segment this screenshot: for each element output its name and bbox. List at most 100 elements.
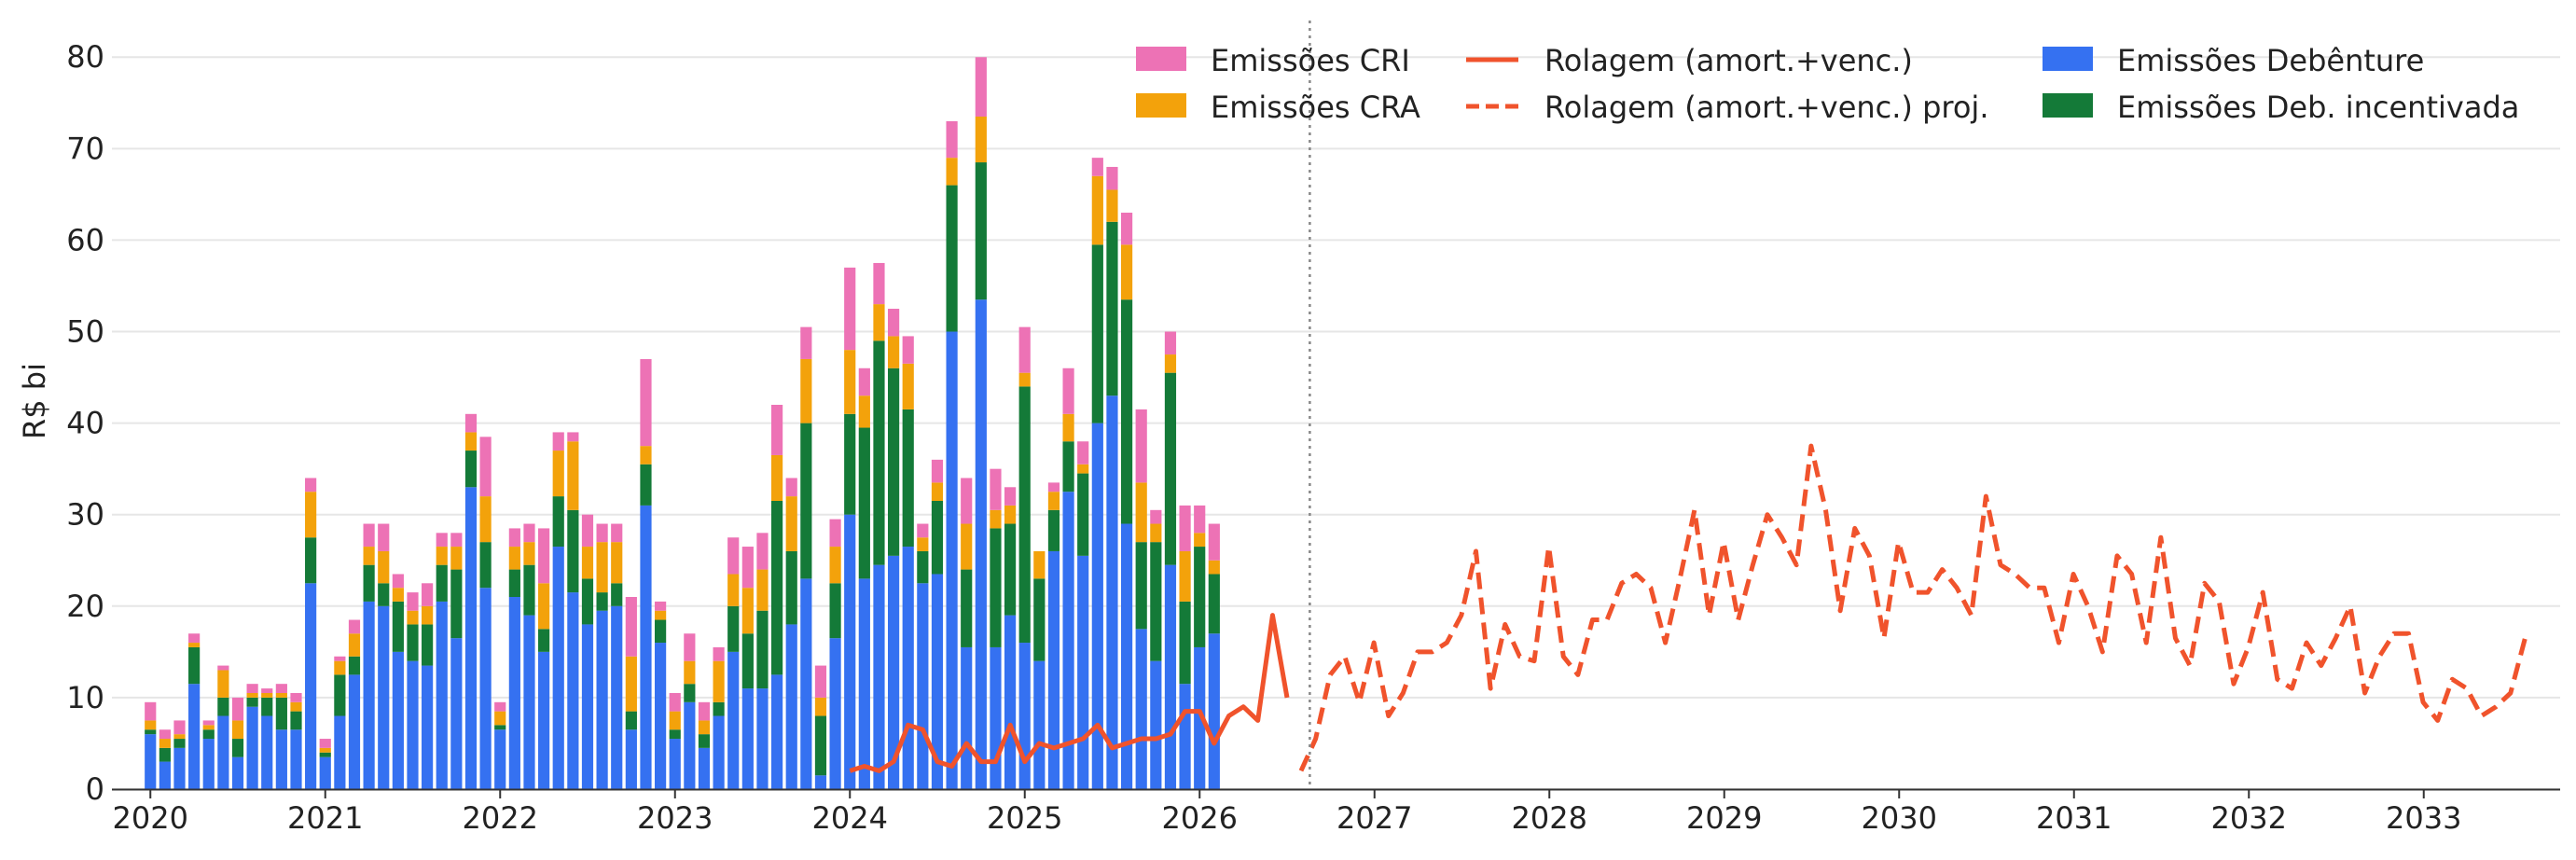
bar-cri bbox=[246, 684, 258, 693]
y-tick-label: 0 bbox=[86, 771, 104, 807]
bar-debenture bbox=[523, 615, 535, 789]
bar-cra bbox=[479, 496, 492, 543]
bar-cri bbox=[800, 326, 812, 359]
stacked-bars bbox=[145, 57, 1220, 789]
bar-debenture bbox=[713, 715, 725, 789]
bar-debenture bbox=[1018, 643, 1031, 789]
bar-cri bbox=[217, 665, 229, 671]
bar-deb-incentivada bbox=[567, 509, 579, 593]
bar-cra bbox=[552, 451, 564, 497]
bar-deb-incentivada bbox=[814, 715, 827, 776]
bar-cri bbox=[392, 574, 404, 589]
bar-debenture bbox=[319, 756, 331, 789]
bar-debenture bbox=[159, 761, 171, 789]
bar-cra bbox=[1120, 244, 1133, 300]
bar-cra bbox=[727, 574, 740, 606]
x-tick-label: 2027 bbox=[1336, 800, 1412, 836]
bar-cra bbox=[464, 432, 478, 451]
bar-cra bbox=[581, 547, 594, 579]
bar-deb-incentivada bbox=[436, 564, 448, 602]
legend: Emissões CRI Emissões CRA Rolagem (amort… bbox=[1136, 43, 2519, 125]
bar-cri bbox=[990, 468, 1002, 510]
bar-debenture bbox=[1120, 523, 1133, 789]
bar-debenture bbox=[931, 574, 944, 789]
bar-cra bbox=[902, 363, 914, 409]
bar-deb-incentivada bbox=[552, 496, 564, 548]
bar-deb-incentivada bbox=[523, 564, 535, 616]
bar-deb-incentivada bbox=[188, 646, 201, 685]
bar-debenture bbox=[684, 701, 696, 789]
bar-cri bbox=[567, 432, 579, 442]
y-axis-title: R$ bi bbox=[17, 363, 52, 439]
bar-debenture bbox=[887, 555, 900, 789]
bar-cri bbox=[523, 523, 535, 543]
bar-cri bbox=[145, 701, 157, 721]
bar-cri bbox=[159, 729, 171, 740]
bar-cri bbox=[261, 688, 273, 693]
bar-cra bbox=[1062, 413, 1074, 442]
bar-cri bbox=[713, 646, 725, 661]
bar-deb-incentivada bbox=[1077, 473, 1089, 556]
bar-deb-incentivada bbox=[1106, 221, 1118, 396]
bar-deb-incentivada bbox=[1018, 386, 1031, 644]
bar-cri bbox=[173, 720, 186, 735]
bar-deb-incentivada bbox=[173, 739, 186, 748]
bar-debenture bbox=[611, 605, 623, 789]
x-tick-label: 2025 bbox=[987, 800, 1062, 836]
x-tick-label: 2028 bbox=[1512, 800, 1587, 836]
bar-deb-incentivada bbox=[1047, 509, 1060, 551]
bar-cri bbox=[1179, 505, 1191, 551]
bar-cri bbox=[1077, 441, 1089, 465]
bar-debenture bbox=[188, 684, 201, 789]
bar-cra bbox=[741, 588, 754, 634]
legend-label-rolagem-proj: Rolagem (amort.+venc.) proj. bbox=[1544, 90, 1988, 125]
bar-cri bbox=[1062, 368, 1074, 414]
bar-deb-incentivada bbox=[479, 542, 492, 589]
bar-debenture bbox=[756, 688, 769, 789]
bar-deb-incentivada bbox=[625, 711, 637, 730]
bar-deb-incentivada bbox=[145, 729, 157, 735]
bar-deb-incentivada bbox=[771, 501, 783, 675]
bar-cri bbox=[231, 697, 244, 721]
bar-cri bbox=[1004, 487, 1017, 506]
bar-deb-incentivada bbox=[829, 583, 841, 639]
bar-deb-incentivada bbox=[1164, 372, 1177, 565]
bar-deb-incentivada bbox=[464, 451, 478, 488]
bar-cra bbox=[436, 547, 448, 565]
bar-cri bbox=[917, 523, 929, 538]
bar-cra bbox=[1106, 189, 1118, 222]
bar-cra bbox=[625, 656, 637, 712]
bar-deb-incentivada bbox=[508, 569, 520, 597]
bar-deb-incentivada bbox=[538, 629, 550, 652]
bar-cri bbox=[727, 537, 740, 575]
bar-debenture bbox=[334, 715, 346, 789]
bar-cri bbox=[698, 701, 711, 721]
bar-debenture bbox=[727, 651, 740, 789]
bar-debenture bbox=[1164, 564, 1177, 789]
bar-deb-incentivada bbox=[1091, 244, 1103, 423]
bar-deb-incentivada bbox=[392, 601, 404, 652]
bar-cra bbox=[1018, 372, 1031, 387]
bar-cri bbox=[479, 437, 492, 497]
bar-cri bbox=[508, 528, 520, 548]
bar-cri bbox=[319, 739, 331, 748]
bar-debenture bbox=[378, 605, 390, 789]
bar-cra bbox=[655, 610, 667, 620]
y-tick-label: 10 bbox=[66, 680, 104, 715]
bar-debenture bbox=[902, 547, 914, 789]
bar-deb-incentivada bbox=[334, 674, 346, 716]
bar-deb-incentivada bbox=[741, 633, 754, 689]
bar-cri bbox=[363, 523, 375, 548]
legend-swatch-cra bbox=[1136, 93, 1186, 118]
x-tick-label: 2021 bbox=[287, 800, 363, 836]
bar-deb-incentivada bbox=[1120, 299, 1133, 524]
bar-cra bbox=[523, 542, 535, 565]
bar-debenture bbox=[275, 729, 287, 789]
bar-debenture bbox=[567, 592, 579, 789]
bar-debenture bbox=[741, 688, 754, 789]
bar-cra bbox=[713, 660, 725, 702]
bar-cra bbox=[275, 693, 287, 698]
bar-cra bbox=[348, 633, 361, 657]
bar-cra bbox=[1194, 533, 1206, 548]
